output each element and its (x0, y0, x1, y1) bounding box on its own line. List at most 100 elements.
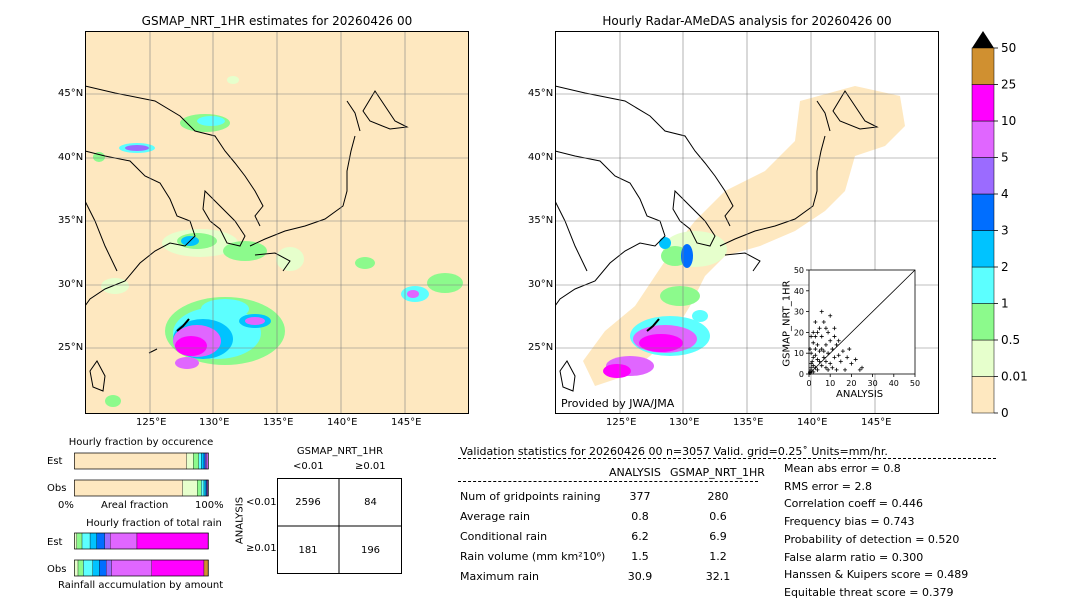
lon-label: 135°E (733, 417, 764, 428)
stats-row-gsmap: 6.9 (709, 530, 727, 543)
scatter-y-ticks: 0 10 20 30 40 50 (794, 266, 809, 379)
scatter-point (817, 349, 822, 354)
scatter-ylabel: GSMAP_NRT_1HR (781, 280, 793, 367)
scatter-point (819, 347, 824, 352)
lon-label: 125°E (606, 417, 637, 428)
scatter-point (823, 326, 828, 331)
scatter-y-tick-label: 20 (794, 328, 804, 337)
scatter-point (821, 349, 826, 354)
lat-label: 25°N (528, 342, 554, 353)
colorbar-level-label: 0.01 (1001, 370, 1028, 384)
stats-score: Probability of detection = 0.520 (784, 532, 960, 546)
lat-label: 40°N (528, 152, 554, 163)
scatter-point (813, 365, 818, 370)
contingency-row-label: <0.01 (246, 497, 277, 508)
stats-score: Frequency bias = 0.743 (784, 515, 915, 529)
scatter-point (843, 367, 848, 372)
stacked-bar-segment (203, 452, 206, 470)
contingency-cell: 84 (364, 497, 377, 508)
colorbar-box (971, 339, 995, 377)
scatter-y-tick-label: 10 (794, 349, 804, 358)
contingency-grid (277, 478, 402, 574)
stats-row-label: Maximum rain (460, 570, 539, 583)
stats-row-label: Average rain (460, 510, 530, 523)
scatter-point (809, 365, 814, 370)
stats-row-label: Num of gridpoints raining (460, 490, 601, 503)
scatter-x-tick-label: 40 (889, 379, 899, 388)
contingency-title: GSMAP_NRT_1HR (296, 446, 384, 457)
scatter-point (860, 365, 864, 370)
scatter-point (813, 347, 818, 352)
stacked-bar-outline (74, 559, 209, 577)
scatter-point (815, 367, 820, 372)
stacked-bar-segment (83, 559, 93, 577)
colorbar-level-label: 1 (1001, 297, 1009, 311)
scatter-point (813, 353, 818, 358)
scatter-point (819, 309, 824, 314)
occurrence-cat-est: Est (47, 456, 63, 467)
colorbar-box (971, 120, 995, 158)
scatter-y-tick-label: 50 (794, 266, 804, 275)
colorbar-level-label: 25 (1001, 78, 1016, 92)
scatter-point (826, 351, 831, 356)
scatter-point (817, 326, 822, 331)
colorbar-box (971, 376, 995, 414)
contingency-cell: 181 (298, 545, 318, 556)
colorbar-level-label: 0.5 (1001, 333, 1020, 347)
scatter-point (819, 363, 824, 368)
colorbar: 0 0.01 0.5 1 2 3 4 5 10 25 50 (971, 31, 1028, 420)
scatter-point (808, 369, 813, 374)
stacked-bar-segment (197, 479, 202, 497)
stacked-bar-segment (92, 559, 100, 577)
right-map-title: Hourly Radar-AMeDAS analysis for 2026042… (602, 14, 892, 28)
scatter-point (819, 334, 824, 339)
scatter-point (811, 355, 816, 360)
stacked-bar-segment (106, 559, 112, 577)
lon-label: 140°E (327, 417, 358, 428)
stats-row-analysis: 6.2 (631, 530, 649, 543)
scatter-point (840, 349, 845, 354)
stats-score: Mean abs error = 0.8 (784, 462, 901, 475)
stacked-bar-segment (203, 479, 207, 497)
scatter-point (838, 359, 843, 364)
stacked-bar-outline (74, 479, 209, 497)
stacked-bar-segment (206, 452, 209, 470)
coastlines (85, 85, 409, 392)
scatter-point (853, 357, 858, 362)
contingency-row-axis: ANALYSIS (234, 496, 246, 545)
colorbar-level-label: 2 (1001, 260, 1009, 274)
scatter-point (828, 361, 833, 366)
contingency-col-label: <0.01 (293, 461, 324, 472)
lat-label: 40°N (58, 152, 84, 163)
scatter-point (811, 363, 816, 368)
scatter-point (809, 351, 814, 356)
stats-score: False alarm ratio = 0.300 (784, 550, 924, 564)
lat-label: 25°N (58, 342, 84, 353)
left-map-title: GSMAP_NRT_1HR estimates for 20260426 00 (141, 14, 413, 28)
colorbar-level-label: 0 (1001, 406, 1009, 420)
stacked-bar-segment (99, 559, 107, 577)
scatter-point (813, 320, 818, 324)
stats-header: Validation statistics for 20260426 00 n=… (460, 445, 888, 458)
scatter-point (811, 340, 816, 345)
stats-row-label: Rain volume (mm km²10⁶) (460, 550, 606, 563)
contingency-cell: 2596 (295, 497, 321, 508)
stacked-bar-segment (104, 532, 111, 550)
stacked-bar-segment (81, 532, 91, 550)
stacked-bar-segment (151, 559, 205, 577)
lat-label: 35°N (528, 215, 554, 226)
stacked-bar-segment (193, 452, 199, 470)
total-rain-bars (74, 530, 209, 580)
stats-score: RMS error = 2.8 (784, 479, 872, 493)
stacked-bar-segment (111, 559, 152, 577)
scatter-point (815, 342, 820, 347)
provided-by-text: Provided by JWA/JMA (561, 397, 675, 410)
lat-label: 45°N (528, 88, 554, 99)
analysis-domain (583, 86, 905, 386)
stats-score: Equitable threat score = 0.379 (784, 585, 954, 599)
occurrence-title: Hourly fraction by occurence (68, 437, 214, 448)
scatter-point (834, 367, 839, 372)
scatter-point (821, 320, 826, 324)
stats-score: Correlation coeff = 0.446 (784, 497, 923, 511)
colorbar-box (971, 303, 995, 341)
